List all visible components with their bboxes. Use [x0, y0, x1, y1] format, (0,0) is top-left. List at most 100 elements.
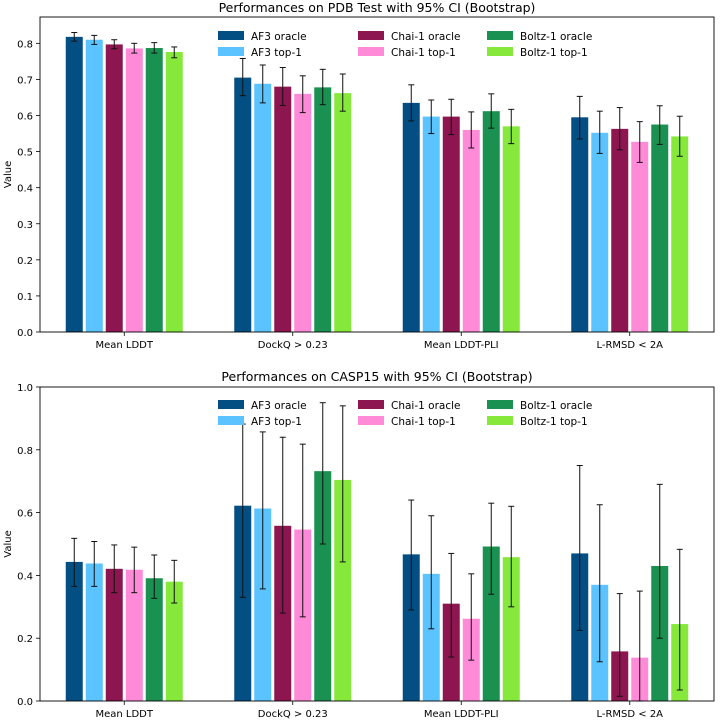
- error-bar: [676, 115, 683, 157]
- bar: [145, 48, 163, 332]
- x-tick-label: DockQ > 0.23: [258, 709, 328, 720]
- bar: [402, 102, 420, 333]
- error-bar: [676, 548, 683, 691]
- bar: [482, 546, 500, 701]
- x-tick-label: Mean LDDT-PLI: [424, 340, 499, 351]
- error-bar: [279, 67, 286, 106]
- legend-label: Boltz-1 top-1: [520, 416, 588, 428]
- bar: [482, 111, 500, 332]
- error-bar: [259, 431, 266, 590]
- error-bar: [239, 57, 246, 97]
- bar: [591, 132, 609, 332]
- error-bar: [576, 465, 583, 631]
- legend-swatch: [358, 400, 384, 409]
- error-bar: [508, 108, 515, 145]
- bar: [334, 479, 352, 701]
- bar: [145, 578, 163, 701]
- error-bar: [448, 552, 455, 658]
- error-bar: [71, 32, 78, 42]
- error-bar: [151, 42, 158, 54]
- bar: [254, 83, 272, 332]
- bar: [165, 581, 183, 701]
- legend-swatch: [218, 416, 244, 425]
- bar: [631, 141, 649, 332]
- error-bar: [299, 443, 306, 618]
- bar: [671, 136, 689, 332]
- bar: [234, 505, 252, 701]
- bar: [571, 117, 589, 332]
- legend-swatch: [358, 31, 384, 40]
- y-tick-label: 0.8: [17, 446, 33, 457]
- error-bar: [656, 483, 663, 639]
- error-bar: [408, 499, 415, 611]
- y-tick-label: 0.0: [17, 697, 33, 708]
- legend-label: AF3 top-1: [251, 416, 302, 428]
- x-tick-label: Mean LDDT: [95, 340, 153, 351]
- y-axis-label: Value: [3, 161, 14, 188]
- y-tick-label: 0.2: [17, 634, 33, 645]
- x-tick-label: DockQ > 0.23: [258, 340, 328, 351]
- error-bar: [151, 554, 158, 599]
- error-bar: [408, 84, 415, 122]
- legend-label: AF3 oracle: [251, 400, 307, 412]
- legend-label: Boltz-1 oracle: [520, 31, 592, 43]
- y-tick-label: 0.8: [17, 39, 33, 50]
- error-bar: [596, 110, 603, 154]
- chart-panel-0: Performances on PDB Test with 95% CI (Bo…: [3, 0, 715, 351]
- axes-frame: [39, 16, 715, 333]
- bar: [65, 36, 83, 332]
- bar: [105, 44, 123, 333]
- legend-label: Chai-1 top-1: [391, 416, 456, 428]
- chart-panel-1: Performances on CASP15 with 95% CI (Boot…: [3, 369, 715, 720]
- y-tick-label: 0.7: [17, 75, 33, 86]
- error-bar: [428, 515, 435, 630]
- error-bar: [91, 540, 98, 587]
- y-tick-label: 0.1: [17, 292, 33, 303]
- bar: [314, 471, 332, 701]
- bar: [125, 569, 143, 701]
- legend-label: AF3 top-1: [251, 47, 302, 59]
- x-tick-label: L-RMSD < 2A: [596, 709, 663, 720]
- legend-label: Boltz-1 oracle: [520, 400, 592, 412]
- legend-swatch: [218, 47, 244, 56]
- error-bar: [71, 537, 78, 587]
- error-bar: [339, 73, 346, 112]
- y-tick-label: 0.3: [17, 220, 33, 231]
- legend-label: Chai-1 oracle: [391, 400, 460, 412]
- legend-swatch: [358, 47, 384, 56]
- bar: [442, 116, 460, 332]
- bar: [502, 126, 520, 332]
- error-bar: [508, 505, 515, 608]
- legend-label: AF3 oracle: [251, 31, 307, 43]
- bar: [422, 116, 440, 332]
- error-bar: [616, 107, 623, 151]
- bar: [105, 568, 123, 701]
- y-tick-label: 0.2: [17, 256, 33, 267]
- error-bar: [319, 68, 326, 106]
- error-bar: [448, 98, 455, 136]
- legend-swatch: [487, 47, 513, 56]
- bar: [611, 128, 629, 332]
- error-bar: [319, 402, 326, 545]
- y-tick-label: 0.4: [17, 184, 33, 195]
- error-bar: [111, 39, 118, 50]
- error-bar: [339, 405, 346, 563]
- bar: [125, 48, 143, 332]
- bar: [334, 93, 352, 332]
- bar: [462, 129, 480, 332]
- bar: [502, 557, 520, 701]
- x-tick-label: Mean LDDT: [95, 709, 153, 720]
- legend-label: Boltz-1 top-1: [520, 47, 588, 59]
- error-bar: [636, 121, 643, 163]
- error-bar: [279, 436, 286, 614]
- legend-swatch: [487, 400, 513, 409]
- y-tick-label: 0.6: [17, 112, 33, 123]
- legend: AF3 oracle AF3 top-1 Chai-1 oracle Chai-1 t…: [218, 400, 592, 428]
- legend: AF3 oracle AF3 top-1 Chai-1 oracle Chai-1 t…: [218, 31, 592, 59]
- bar: [165, 52, 183, 332]
- legend-swatch: [487, 31, 513, 40]
- legend-swatch: [358, 416, 384, 425]
- legend-label: Chai-1 oracle: [391, 31, 460, 43]
- bar: [85, 563, 103, 701]
